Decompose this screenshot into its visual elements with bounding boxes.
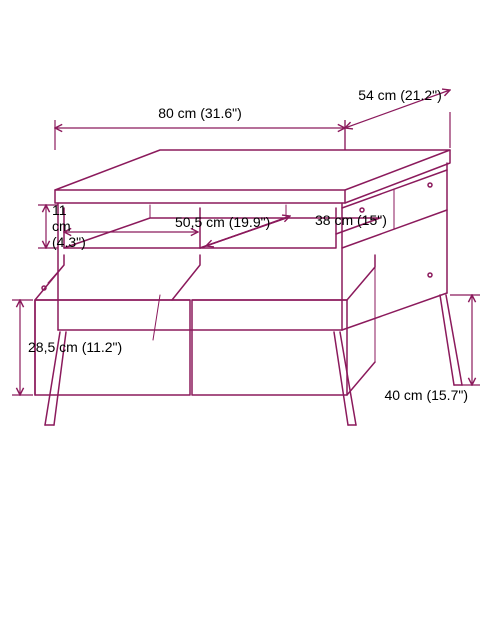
dim-drawer-h: 28,5 cm (11.2") <box>28 339 122 355</box>
dim-leg-h: 40 cm (15.7") <box>384 387 468 403</box>
dim-depth-top: 54 cm (21.2") <box>358 87 442 103</box>
dim-width-top: 80 cm (31.6") <box>158 105 242 121</box>
dim-shelf-d: 38 cm (15") <box>315 212 387 228</box>
dim-shelf-w: 50,5 cm (19.9") <box>175 214 270 230</box>
dim-shelf-h: 11 cm (4.3") <box>52 202 86 250</box>
technical-drawing: 80 cm (31.6") 54 cm (21.2") 11 cm (4.3")… <box>0 0 500 641</box>
